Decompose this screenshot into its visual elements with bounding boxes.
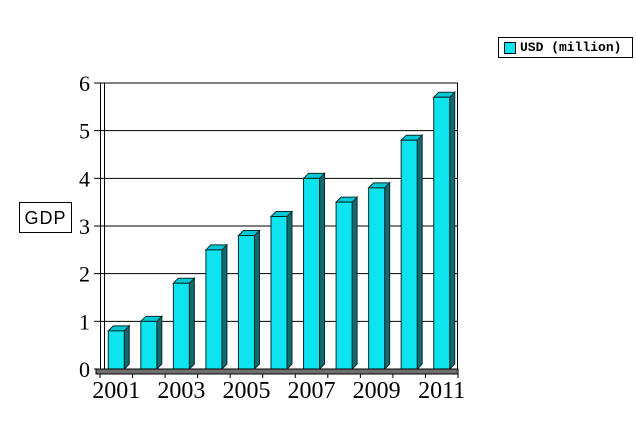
y-axis-title-box: GDP — [19, 202, 72, 233]
bar-2008[interactable] — [334, 195, 359, 371]
bar-front-face[interactable] — [140, 320, 158, 370]
x-tick-label: 2011 — [418, 378, 465, 404]
bar-2009[interactable] — [367, 181, 391, 371]
legend[interactable]: USD (million) — [498, 37, 633, 58]
bar-2002[interactable] — [139, 315, 164, 371]
bar-front-face[interactable] — [368, 187, 386, 370]
bar-front-face[interactable] — [107, 330, 125, 370]
bar-side-face[interactable] — [286, 210, 293, 371]
x-tick-label: 2005 — [222, 378, 270, 404]
y-tick-label: 3 — [79, 214, 90, 239]
bar-front-face[interactable] — [400, 139, 418, 370]
bar-front-face[interactable] — [303, 177, 321, 370]
bar-side-face[interactable] — [416, 133, 423, 371]
y-tick-label: 0 — [79, 357, 90, 382]
x-tick-label: 2003 — [157, 378, 205, 404]
y-tick-label: 4 — [79, 166, 90, 191]
x-tick-label: 2001 — [92, 378, 140, 404]
y-tick-label: 5 — [79, 119, 90, 144]
floor-3d — [95, 368, 459, 375]
bar-side-face[interactable] — [253, 229, 260, 371]
bar-front-face[interactable] — [237, 235, 255, 370]
legend-swatch-icon — [504, 41, 516, 54]
bar-front-face[interactable] — [205, 249, 223, 370]
bar-2006[interactable] — [269, 210, 294, 371]
x-tick-label: 2007 — [288, 378, 336, 404]
bar-side-face[interactable] — [384, 181, 391, 371]
bar-side-face[interactable] — [319, 172, 326, 371]
bar-2007[interactable] — [302, 172, 326, 371]
bar-front-face[interactable] — [335, 201, 353, 370]
y-tick-label: 1 — [79, 309, 90, 334]
bar-side-face[interactable] — [221, 243, 228, 371]
bar-2010[interactable] — [399, 133, 424, 371]
x-tick-label: 2009 — [353, 378, 401, 404]
bar-2004[interactable] — [204, 243, 229, 371]
bar-side-face[interactable] — [449, 91, 456, 371]
bar-2001[interactable] — [107, 324, 131, 371]
bar-side-face[interactable] — [351, 195, 358, 371]
bar-front-face[interactable] — [172, 282, 190, 370]
bar-side-face[interactable] — [123, 324, 130, 371]
bar-2011[interactable] — [432, 91, 456, 371]
bar-front-face[interactable] — [270, 215, 288, 370]
bar-2003[interactable] — [172, 276, 196, 371]
y-axis-title: GDP — [24, 207, 67, 228]
y-tick-label: 2 — [79, 262, 90, 287]
bar-2005[interactable] — [237, 229, 261, 371]
legend-label: USD (million) — [520, 40, 622, 55]
y-tick-label: 6 — [79, 71, 90, 96]
bar-side-face[interactable] — [188, 276, 195, 371]
bar-side-face[interactable] — [156, 315, 163, 371]
bar-front-face[interactable] — [433, 96, 451, 370]
